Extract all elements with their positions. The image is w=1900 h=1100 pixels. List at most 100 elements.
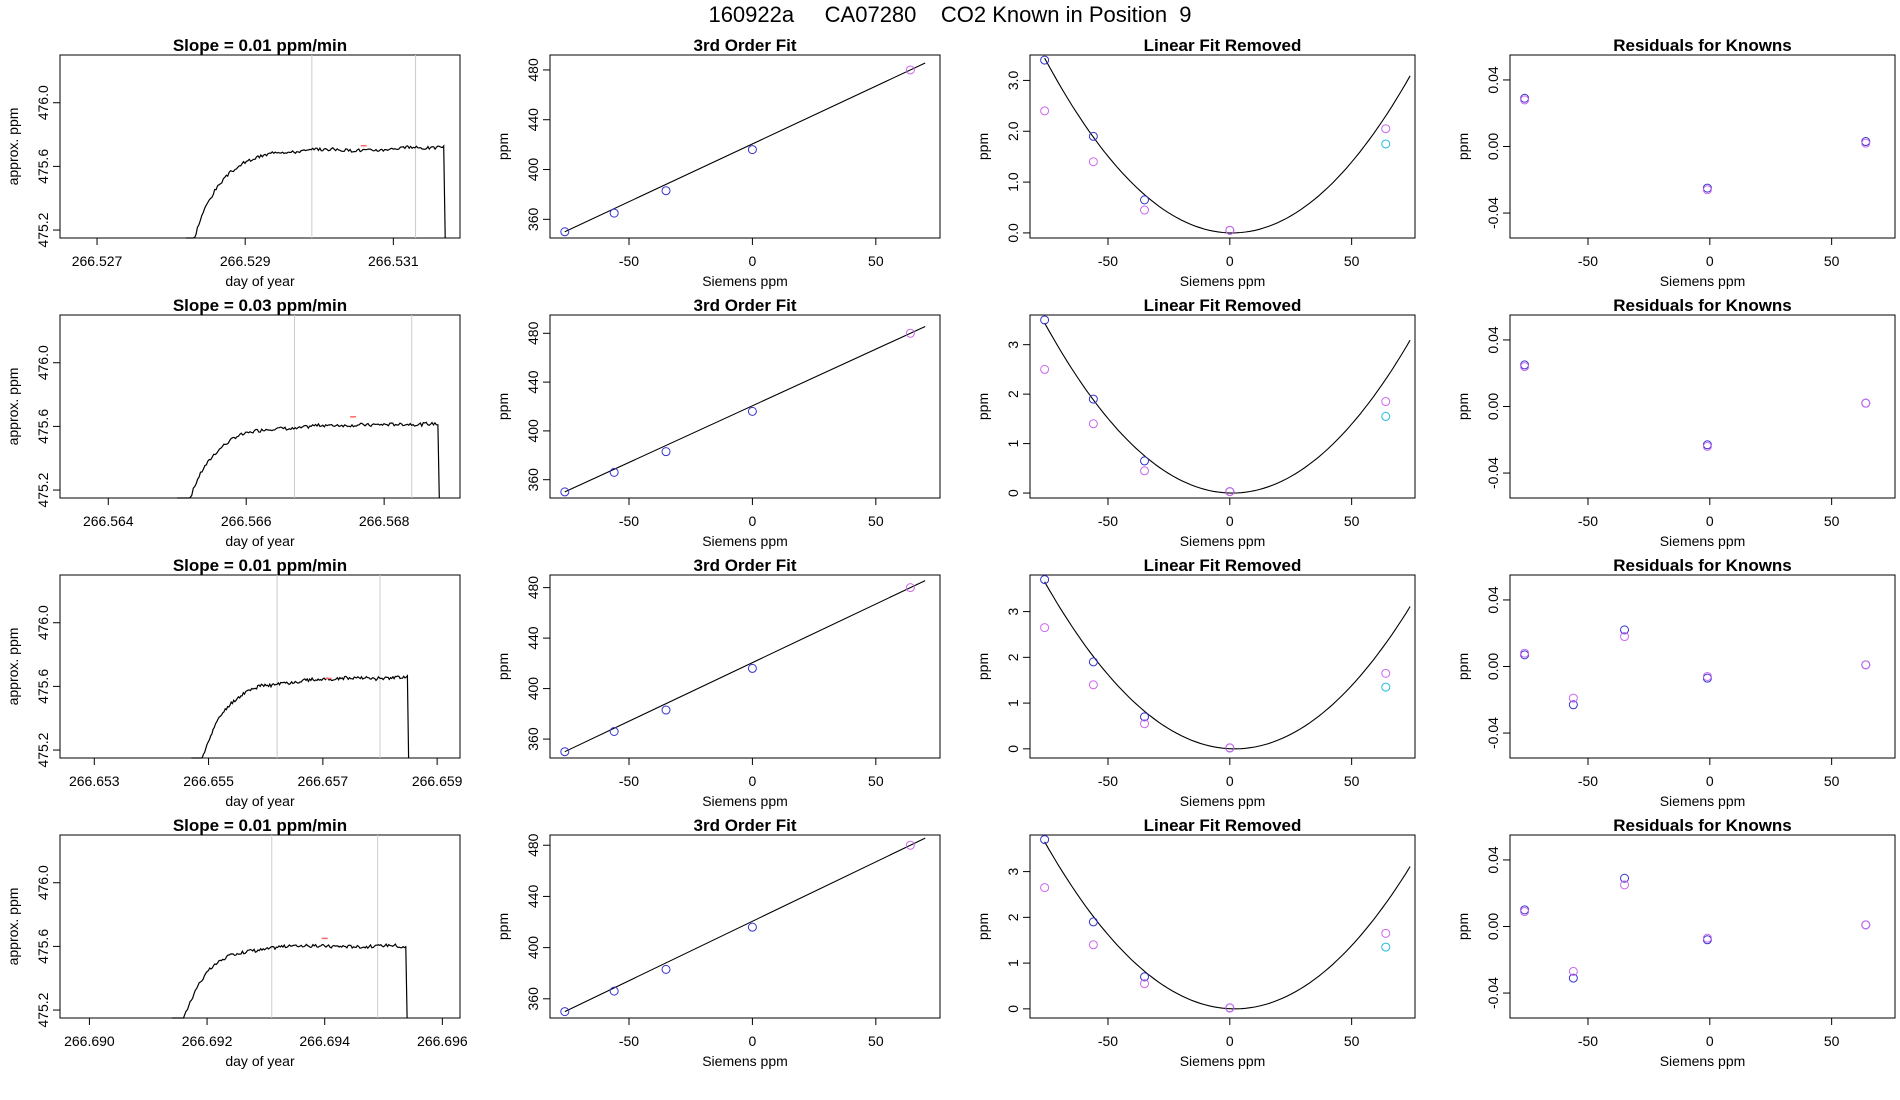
panel-11-data-point	[1381, 682, 1391, 692]
panel-16-xlabel: Siemens ppm	[1660, 1053, 1746, 1069]
panel-3-data-point	[1381, 139, 1391, 149]
panel-11-data-point	[1040, 623, 1050, 633]
panel-9-ylabel: approx. ppm	[5, 628, 21, 706]
panel-11-ytick-label: 1	[1005, 699, 1021, 707]
panel-12-xtick-label: 0	[1706, 773, 1714, 789]
panel-11-data-point	[1225, 743, 1235, 753]
panel-7-xlabel: Siemens ppm	[1180, 533, 1266, 549]
panel-12-data-point	[1568, 700, 1578, 710]
panel-14-data-point	[609, 986, 619, 996]
panel-7-xtick-label: 50	[1344, 513, 1360, 529]
panel-12-data-point	[1702, 671, 1712, 681]
panel-15-xtick-label: 0	[1226, 1033, 1234, 1049]
panel-10-xtick-label: 50	[868, 773, 884, 789]
panel-1-xtick-label: 266.529	[220, 253, 271, 269]
panel-15-ytick-label: 2	[1005, 913, 1021, 921]
panel-11-data-point	[1381, 668, 1391, 678]
panel-14-ytick-label: 440	[525, 885, 541, 909]
panel-3-data-point	[1040, 106, 1050, 116]
panel-8-xtick-label: -50	[1578, 513, 1598, 529]
panel-8-title: Residuals for Knowns	[1613, 296, 1792, 315]
panel-13-xtick-label: 266.694	[299, 1033, 350, 1049]
panel-12-frame	[1509, 574, 1896, 759]
panel-4-xtick-label: -50	[1578, 253, 1598, 269]
panel-3-xlabel: Siemens ppm	[1180, 273, 1266, 289]
panel-3-ytick-label: 2.0	[1005, 121, 1021, 141]
panel-11-ytick-label: 2	[1005, 653, 1021, 661]
panel-2-ytick-label: 480	[525, 58, 541, 82]
panel-3-xtick-label: -50	[1098, 253, 1118, 269]
panel-13-xlabel: day of year	[225, 1053, 295, 1069]
panel-8-xtick-label: 50	[1824, 513, 1840, 529]
panel-10-xlabel: Siemens ppm	[702, 793, 788, 809]
panel-11-ytick-label: 0	[1005, 745, 1021, 753]
panel-14-data-point	[560, 1007, 570, 1017]
panel-7-data-point	[1381, 397, 1391, 407]
panel-7-xtick-label: 0	[1226, 513, 1234, 529]
panel-16-data-point	[1620, 880, 1630, 890]
panel-15-data-point	[1225, 1003, 1235, 1013]
panel-15-data-point	[1140, 979, 1150, 989]
panel-9-xlabel: day of year	[225, 793, 295, 809]
panel-15-xlabel: Siemens ppm	[1180, 1053, 1266, 1069]
panel-16-data-point	[1568, 966, 1578, 976]
panel-1-title: Slope = 0.01 ppm/min	[173, 36, 347, 55]
panel-12-data-point	[1620, 632, 1630, 642]
panel-13-ytick-label: 476.0	[35, 865, 51, 900]
panel-16-frame	[1509, 834, 1896, 1019]
panel-12-ytick-label: 0.04	[1485, 586, 1501, 613]
panel-10-frame	[549, 574, 941, 759]
panel-14-xtick-label: 50	[868, 1033, 884, 1049]
panel-5-ytick-label: 476.0	[35, 345, 51, 380]
panel-1-ppm-trace	[185, 144, 446, 239]
panel-1-ytick-label: 475.6	[35, 149, 51, 184]
panel-2-xtick-label: 50	[868, 253, 884, 269]
panel-2-data-point	[609, 208, 619, 218]
panel-15-frame	[1029, 834, 1416, 1019]
panel-2-ytick-label: 440	[525, 108, 541, 132]
panel-3-data-point	[1040, 55, 1050, 65]
panel-16-ytick-label: 0.04	[1485, 846, 1501, 873]
panel-2-ytick-label: 400	[525, 158, 541, 182]
panel-11-frame	[1029, 574, 1416, 759]
panel-13-xtick-label: 266.696	[417, 1033, 468, 1049]
panel-10-xtick-label: 0	[749, 773, 757, 789]
panel-4-data-point	[1861, 138, 1871, 148]
panel-10-data-point	[560, 747, 570, 757]
panel-8-ytick-label: -0.04	[1485, 457, 1501, 489]
panel-15-data-point	[1381, 942, 1391, 952]
panel-12-ytick-label: -0.04	[1485, 717, 1501, 749]
panel-4-xlabel: Siemens ppm	[1660, 273, 1746, 289]
panel-1-xlabel: day of year	[225, 273, 295, 289]
panel-9-xtick-label: 266.653	[69, 773, 120, 789]
panel-12-ytick-label: 0.00	[1485, 653, 1501, 680]
panel-16-ylabel: ppm	[1455, 913, 1471, 940]
panel-7-data-point	[1040, 315, 1050, 325]
panel-3-ylabel: ppm	[975, 133, 991, 160]
panel-6-data-point	[905, 328, 915, 338]
panel-6-ytick-label: 480	[525, 321, 541, 345]
panel-4-ytick-label: 0.04	[1485, 66, 1501, 93]
panel-7-data-point	[1040, 364, 1050, 374]
panel-15-ylabel: ppm	[975, 913, 991, 940]
panel-7-ytick-label: 0	[1005, 489, 1021, 497]
panel-3-ytick-label: 1.0	[1005, 172, 1021, 192]
panel-5-xlabel: day of year	[225, 533, 295, 549]
panel-6-ytick-label: 400	[525, 419, 541, 443]
panel-1-frame	[59, 54, 461, 239]
panel-7-data-point	[1140, 466, 1150, 476]
panel-5-frame	[59, 314, 461, 499]
panel-3-ytick-label: 0.0	[1005, 223, 1021, 243]
panel-6-xlabel: Siemens ppm	[702, 533, 788, 549]
panel-11-data-point	[1140, 719, 1150, 729]
panel-9-frame	[59, 574, 461, 759]
panel-4-data-point	[1702, 185, 1712, 195]
panel-1-xtick-label: 266.527	[72, 253, 123, 269]
panel-12-title: Residuals for Knowns	[1613, 556, 1792, 575]
panel-10-data-point	[609, 726, 619, 736]
panel-6-ylabel: ppm	[495, 393, 511, 420]
panel-4-ytick-label: -0.04	[1485, 197, 1501, 229]
panel-3-data-point	[1088, 157, 1098, 167]
panel-14-frame	[549, 834, 941, 1019]
